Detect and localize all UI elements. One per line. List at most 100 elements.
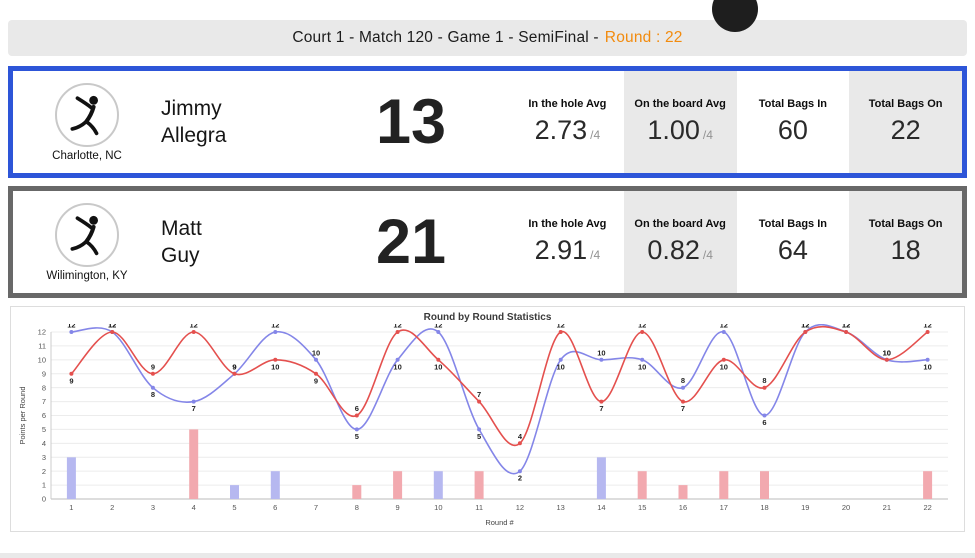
svg-text:3: 3 <box>151 503 155 512</box>
svg-text:7: 7 <box>192 404 196 413</box>
stat-label: Total Bags On <box>868 218 943 230</box>
svg-text:0: 0 <box>42 495 46 504</box>
stat-on-board-avg: On the board Avg 0.82 /4 <box>623 191 737 293</box>
svg-text:6: 6 <box>273 503 277 512</box>
chart-panel: Round by Round Statistics 0 1 2 3 4 5 6 7 8 9 10 11… <box>10 306 965 532</box>
svg-text:19: 19 <box>801 503 809 512</box>
player-last-name: Guy <box>161 244 200 267</box>
stat-total-bags-on: Total Bags On 18 <box>849 191 962 293</box>
svg-text:5: 5 <box>355 432 359 441</box>
svg-text:9: 9 <box>395 503 399 512</box>
svg-text:22: 22 <box>923 503 931 512</box>
svg-text:10: 10 <box>312 348 320 357</box>
svg-text:8: 8 <box>762 376 766 385</box>
stat-value: 64 <box>777 235 808 265</box>
svg-text:10: 10 <box>638 362 646 371</box>
svg-text:6: 6 <box>762 418 766 427</box>
svg-text:4: 4 <box>192 503 196 512</box>
svg-text:2: 2 <box>42 467 46 476</box>
svg-text:20: 20 <box>842 503 850 512</box>
svg-text:12: 12 <box>108 324 116 330</box>
svg-text:1: 1 <box>42 481 46 490</box>
svg-text:Round #: Round # <box>485 518 514 527</box>
player-name: Jimmy Allegra <box>161 71 311 173</box>
svg-text:7: 7 <box>599 404 603 413</box>
stat-label: Total Bags In <box>758 98 827 110</box>
svg-text:12: 12 <box>842 324 850 330</box>
player-first-name: Jimmy <box>161 96 222 120</box>
svg-text:16: 16 <box>679 503 687 512</box>
svg-text:5: 5 <box>477 432 481 441</box>
svg-text:10: 10 <box>38 355 46 364</box>
svg-text:12: 12 <box>67 324 75 330</box>
svg-text:9: 9 <box>151 362 155 371</box>
player-2-avatar-column: Wilimington, KY <box>13 191 161 293</box>
stat-in-hole-avg: In the hole Avg 2.91 /4 <box>511 191 624 293</box>
svg-text:6: 6 <box>42 411 46 420</box>
svg-text:9: 9 <box>232 362 236 371</box>
svg-text:5: 5 <box>232 503 236 512</box>
stat-label: On the board Avg <box>634 218 726 230</box>
svg-text:8: 8 <box>42 383 46 392</box>
svg-text:7: 7 <box>42 397 46 406</box>
svg-text:12: 12 <box>190 324 198 330</box>
svg-text:4: 4 <box>42 439 46 448</box>
svg-text:12: 12 <box>842 324 850 330</box>
svg-text:18: 18 <box>760 503 768 512</box>
cornhole-player-icon <box>70 95 99 135</box>
player-stats: In the hole Avg 2.73 /4 On the board Avg… <box>511 71 962 173</box>
svg-text:12: 12 <box>516 503 524 512</box>
svg-text:12: 12 <box>801 324 809 330</box>
player-card-2: Wilimington, KY Matt Guy 21 In the hole … <box>8 186 967 298</box>
stat-in-hole-avg: In the hole Avg 2.73 /4 <box>511 71 624 173</box>
svg-text:8: 8 <box>355 503 359 512</box>
svg-text:12: 12 <box>108 324 116 330</box>
player-location: Wilimington, KY <box>46 269 128 282</box>
svg-text:10: 10 <box>923 362 931 371</box>
svg-text:10: 10 <box>434 503 442 512</box>
cornhole-player-icon <box>70 215 99 255</box>
stat-value: 2.91 /4 <box>534 235 601 265</box>
svg-text:10: 10 <box>883 348 891 357</box>
svg-text:9: 9 <box>232 362 236 371</box>
stat-label: Total Bags In <box>758 218 827 230</box>
svg-text:10: 10 <box>557 362 565 371</box>
match-header-bar: Court 1 - Match 120 - Game 1 - SemiFinal… <box>8 20 967 56</box>
stat-on-board-avg: On the board Avg 1.00 /4 <box>623 71 737 173</box>
svg-text:11: 11 <box>475 503 483 512</box>
svg-text:14: 14 <box>597 503 605 512</box>
stat-label: In the hole Avg <box>528 98 607 110</box>
stat-total-bags-in: Total Bags In 60 <box>737 71 850 173</box>
stat-value: 2.73 /4 <box>534 115 601 145</box>
stat-value: 18 <box>890 235 921 265</box>
stat-label: Total Bags On <box>868 98 943 110</box>
svg-text:8: 8 <box>151 390 155 399</box>
svg-text:2: 2 <box>110 503 114 512</box>
svg-text:17: 17 <box>720 503 728 512</box>
round-indicator: Round : 22 <box>604 29 683 46</box>
svg-text:5: 5 <box>42 425 46 434</box>
svg-text:12: 12 <box>38 328 46 337</box>
svg-text:9: 9 <box>314 376 318 385</box>
svg-text:10: 10 <box>393 362 401 371</box>
svg-text:7: 7 <box>477 390 481 399</box>
svg-text:11: 11 <box>38 342 46 351</box>
svg-text:10: 10 <box>883 348 891 357</box>
svg-text:12: 12 <box>923 324 931 330</box>
svg-text:9: 9 <box>69 376 73 385</box>
player-1-avatar-column: Charlotte, NC <box>13 71 161 173</box>
svg-text:12: 12 <box>557 324 565 330</box>
svg-text:7: 7 <box>681 404 685 413</box>
bottom-strip <box>0 553 975 558</box>
svg-text:7: 7 <box>314 503 318 512</box>
svg-text:9: 9 <box>42 369 46 378</box>
svg-text:10: 10 <box>271 362 279 371</box>
player-name: Matt Guy <box>161 191 311 293</box>
svg-text:12: 12 <box>434 324 442 330</box>
player-card-1: Charlotte, NC Jimmy Allegra 13 In the ho… <box>8 66 967 178</box>
stat-label: On the board Avg <box>634 98 726 110</box>
stat-value: 1.00 /4 <box>647 115 713 145</box>
svg-text:12: 12 <box>271 324 279 330</box>
svg-text:3: 3 <box>42 453 46 462</box>
